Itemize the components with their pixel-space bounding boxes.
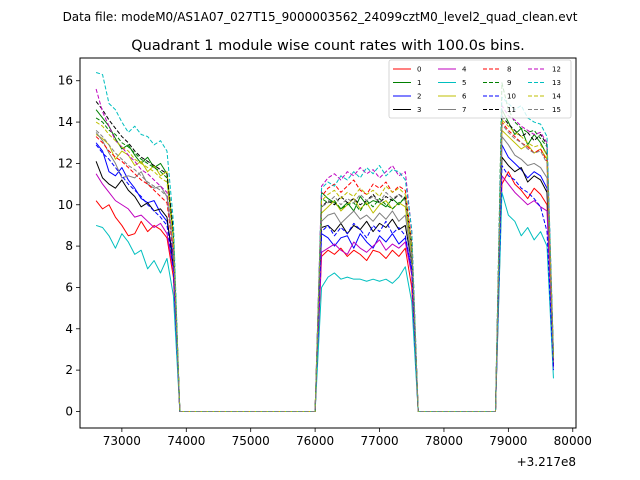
legend-label-10: 10 xyxy=(507,93,516,101)
series-line-4 xyxy=(95,173,554,412)
y-tick-label: 0 xyxy=(65,404,73,418)
series-line-8 xyxy=(95,121,554,412)
legend-label-8: 8 xyxy=(507,66,511,74)
y-tick-label: 2 xyxy=(65,363,73,377)
series-line-13 xyxy=(95,71,554,412)
x-offset-label: +3.217e8 xyxy=(517,455,576,469)
ticks-layer: 73000 74000 75000 76000 77000 78000 79000 80000… xyxy=(58,74,592,448)
series-line-7 xyxy=(95,132,554,412)
y-tick-label: 4 xyxy=(65,322,73,336)
figure-suptitle: Data file: modeM0/AS1A07_027T15_90000035… xyxy=(63,10,578,24)
x-tick-label: 78000 xyxy=(425,434,463,448)
x-tick-label: 75000 xyxy=(232,434,270,448)
x-tick-label: 74000 xyxy=(167,434,205,448)
x-tick-label: 73000 xyxy=(103,434,141,448)
x-tick-label: 80000 xyxy=(554,434,592,448)
legend-label-15: 15 xyxy=(552,106,561,114)
series-line-10 xyxy=(95,144,554,412)
legend-label-14: 14 xyxy=(552,93,561,101)
legend-label-12: 12 xyxy=(552,66,561,74)
legend-label-0: 0 xyxy=(417,66,421,74)
y-tick-label: 10 xyxy=(58,198,73,212)
x-tick-label: 79000 xyxy=(489,434,527,448)
legend-box xyxy=(388,59,572,119)
legend-label-7: 7 xyxy=(462,106,466,114)
y-tick-label: 16 xyxy=(58,74,73,88)
x-tick-label: 77000 xyxy=(360,434,398,448)
series-line-0 xyxy=(95,171,554,412)
legend-label-5: 5 xyxy=(462,79,466,87)
y-tick-label: 12 xyxy=(58,156,73,170)
legend-label-9: 9 xyxy=(507,79,511,87)
legend-label-6: 6 xyxy=(462,93,467,101)
axes-frame xyxy=(79,57,577,429)
series-line-5 xyxy=(95,191,554,412)
legend-label-1: 1 xyxy=(417,79,421,87)
series-layer xyxy=(95,71,554,412)
y-tick-label: 14 xyxy=(58,115,73,129)
x-tick-label: 76000 xyxy=(296,434,334,448)
y-tick-label: 6 xyxy=(65,280,73,294)
legend-label-3: 3 xyxy=(417,106,421,114)
chart-title: Quadrant 1 module wise count rates with … xyxy=(131,38,525,54)
series-line-12 xyxy=(95,88,554,412)
y-tick-label: 8 xyxy=(65,239,73,253)
legend-label-13: 13 xyxy=(552,79,561,87)
legend-label-2: 2 xyxy=(417,93,421,101)
legend-label-11: 11 xyxy=(507,106,516,114)
series-line-14 xyxy=(95,119,554,412)
series-line-11 xyxy=(95,101,554,412)
series-line-15 xyxy=(95,123,554,412)
legend-label-4: 4 xyxy=(462,66,467,74)
